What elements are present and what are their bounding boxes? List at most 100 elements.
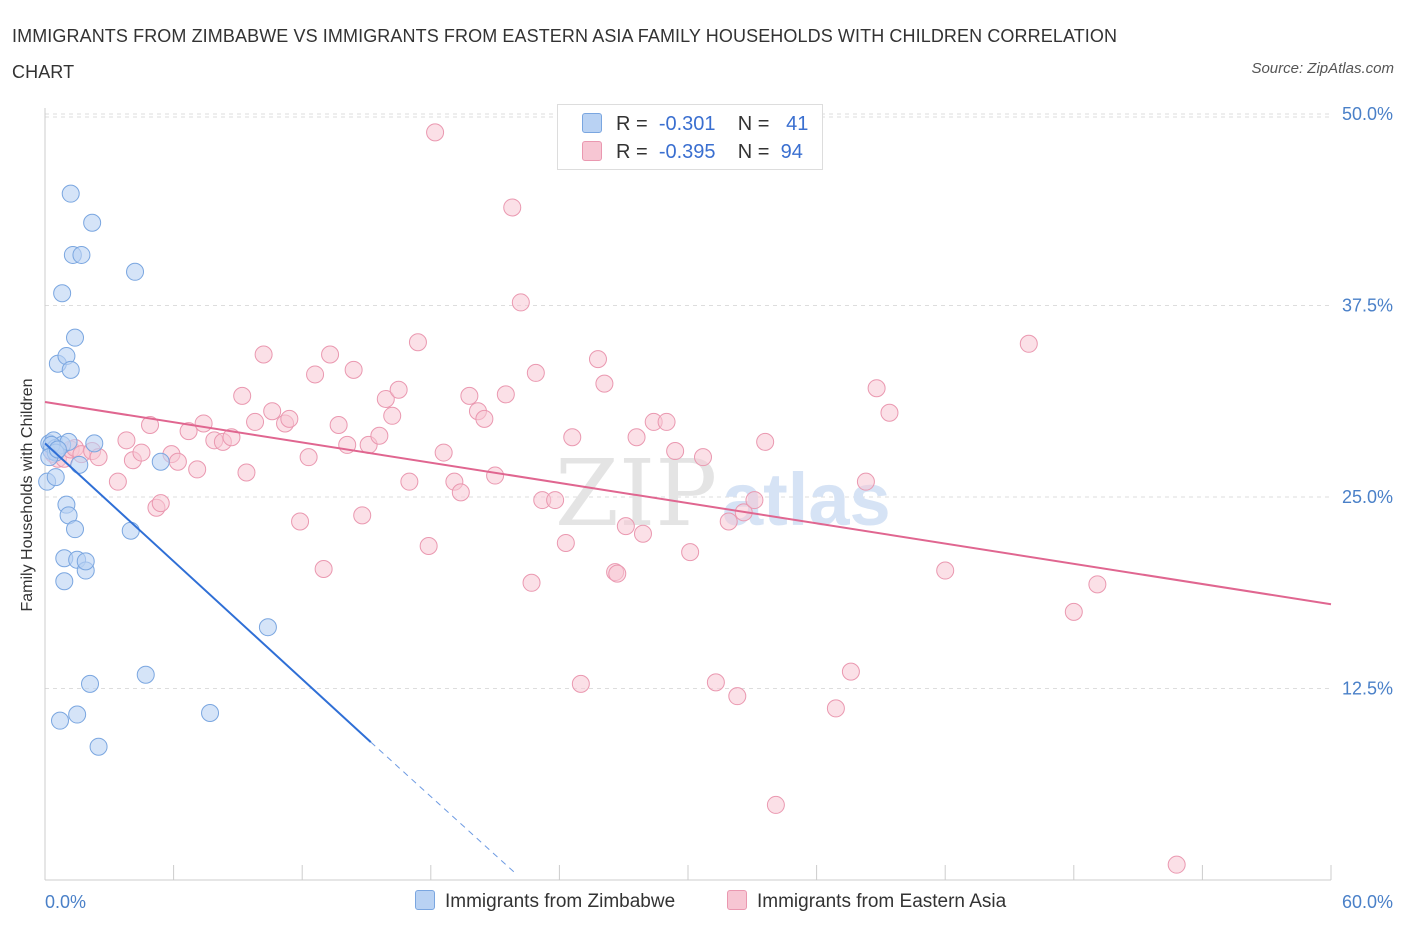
- eastern-asia-point: [233, 386, 252, 405]
- eastern-asia-point: [766, 795, 785, 814]
- zimbabwe-trend-extension: [370, 741, 515, 873]
- eastern-asia-trend-line: [44, 401, 1332, 606]
- eastern-asia-point: [571, 674, 590, 693]
- eastern-asia-point: [556, 533, 575, 552]
- eastern-asia-point: [511, 293, 530, 312]
- eastern-asia-point: [1088, 575, 1107, 594]
- eastern-asia-point: [475, 409, 494, 428]
- r-value: -0.395: [658, 141, 716, 163]
- legend-item-zimbabwe: Immigrants from Zimbabwe: [415, 890, 675, 913]
- eastern-asia-point: [745, 491, 764, 510]
- zimbabwe-swatch: [582, 113, 602, 133]
- zimbabwe-point: [46, 468, 65, 487]
- zimbabwe-point: [55, 572, 74, 591]
- eastern-asia-point: [408, 333, 427, 352]
- series-zimbabwe: [38, 184, 277, 756]
- eastern-asia-point: [400, 472, 419, 491]
- eastern-asia-point: [306, 365, 325, 384]
- eastern-asia-point: [237, 463, 256, 482]
- r-value: -0.301: [658, 113, 716, 135]
- eastern-asia-point: [451, 483, 470, 502]
- eastern-asia-point: [314, 560, 333, 579]
- correlation-legend: R = -0.301 N = 41 R = -0.395 N = 94: [557, 104, 823, 170]
- watermark: ZIP atlas: [555, 440, 891, 547]
- zimbabwe-point: [258, 618, 277, 637]
- eastern-asia-point: [728, 687, 747, 706]
- r-label: R =: [616, 141, 648, 163]
- n-label: N =: [737, 141, 770, 163]
- source-note: Source: ZipAtlas.com: [1251, 60, 1394, 77]
- n-value: 41: [786, 113, 809, 135]
- eastern-asia-point: [344, 360, 363, 379]
- n-value: 94: [780, 141, 803, 163]
- chart-title: IMMIGRANTS FROM ZIMBABWE VS IMMIGRANTS F…: [12, 26, 1118, 82]
- eastern-asia-point: [353, 506, 372, 525]
- eastern-asia-point: [826, 699, 845, 718]
- eastern-asia-point: [419, 537, 438, 556]
- series-legend: Immigrants from Zimbabwe Immigrants from…: [0, 886, 1406, 916]
- eastern-asia-point: [460, 386, 479, 405]
- eastern-asia-point: [370, 426, 389, 445]
- eastern-asia-point: [321, 345, 340, 364]
- zimbabwe-point: [51, 711, 70, 730]
- eastern-asia-point: [706, 673, 725, 692]
- eastern-asia-point: [588, 350, 607, 369]
- eastern-asia-point: [546, 491, 565, 510]
- eastern-asia-point: [627, 428, 646, 447]
- eastern-asia-point: [179, 422, 198, 441]
- eastern-asia-point: [263, 402, 282, 421]
- eastern-asia-point: [117, 431, 136, 450]
- zimbabwe-point: [66, 328, 85, 347]
- eastern-asia-point: [719, 512, 738, 531]
- zimbabwe-point: [201, 704, 220, 723]
- y-tick-label: 12.5%: [1342, 679, 1393, 699]
- zimbabwe-point: [136, 665, 155, 684]
- legend-row-eastern-asia: R = -0.395 N = 94: [582, 138, 803, 166]
- eastern-asia-point: [389, 380, 408, 399]
- eastern-asia-point: [194, 414, 213, 433]
- eastern-asia-point: [608, 564, 627, 583]
- zimbabwe-point: [89, 737, 108, 756]
- eastern-asia-point: [880, 403, 899, 422]
- legend-label-eastern-asia: Immigrants from Eastern Asia: [757, 891, 1007, 912]
- eastern-asia-point: [633, 524, 652, 543]
- zimbabwe-point: [126, 262, 145, 281]
- eastern-asia-swatch: [727, 890, 747, 910]
- eastern-asia-point: [383, 406, 402, 425]
- eastern-asia-point: [657, 412, 676, 431]
- eastern-asia-point: [756, 432, 775, 451]
- eastern-asia-point: [329, 415, 348, 434]
- r-label: R =: [616, 113, 648, 135]
- eastern-asia-point: [246, 412, 265, 431]
- zimbabwe-point: [48, 440, 67, 459]
- y-tick-label: 50.0%: [1342, 104, 1393, 124]
- eastern-asia-point: [936, 561, 955, 580]
- eastern-asia-point: [503, 198, 522, 217]
- eastern-asia-point: [563, 428, 582, 447]
- zimbabwe-trend-line: [44, 442, 372, 743]
- eastern-asia-point: [108, 472, 127, 491]
- legend-item-eastern-asia: Immigrants from Eastern Asia: [727, 890, 1006, 913]
- eastern-asia-point: [616, 517, 635, 536]
- eastern-asia-point: [1064, 602, 1083, 621]
- y-tick-label: 37.5%: [1342, 296, 1393, 316]
- zimbabwe-point: [53, 284, 72, 303]
- eastern-asia-point: [694, 448, 713, 467]
- eastern-asia-swatch: [582, 141, 602, 161]
- trend-lines: [44, 401, 1332, 873]
- eastern-asia-point: [595, 374, 614, 393]
- eastern-asia-point: [1167, 855, 1186, 874]
- eastern-asia-point: [434, 443, 453, 462]
- legend-row-zimbabwe: R = -0.301 N = 41: [582, 110, 808, 138]
- zimbabwe-point: [68, 705, 87, 724]
- zimbabwe-point: [72, 245, 91, 264]
- eastern-asia-point: [291, 512, 310, 531]
- eastern-asia-point: [681, 543, 700, 562]
- zimbabwe-point: [151, 452, 170, 471]
- eastern-asia-point: [867, 379, 886, 398]
- y-tick-label: 25.0%: [1342, 487, 1393, 507]
- n-label: N =: [737, 113, 770, 135]
- eastern-asia-point: [299, 448, 318, 467]
- zimbabwe-swatch: [415, 890, 435, 910]
- eastern-asia-point: [841, 662, 860, 681]
